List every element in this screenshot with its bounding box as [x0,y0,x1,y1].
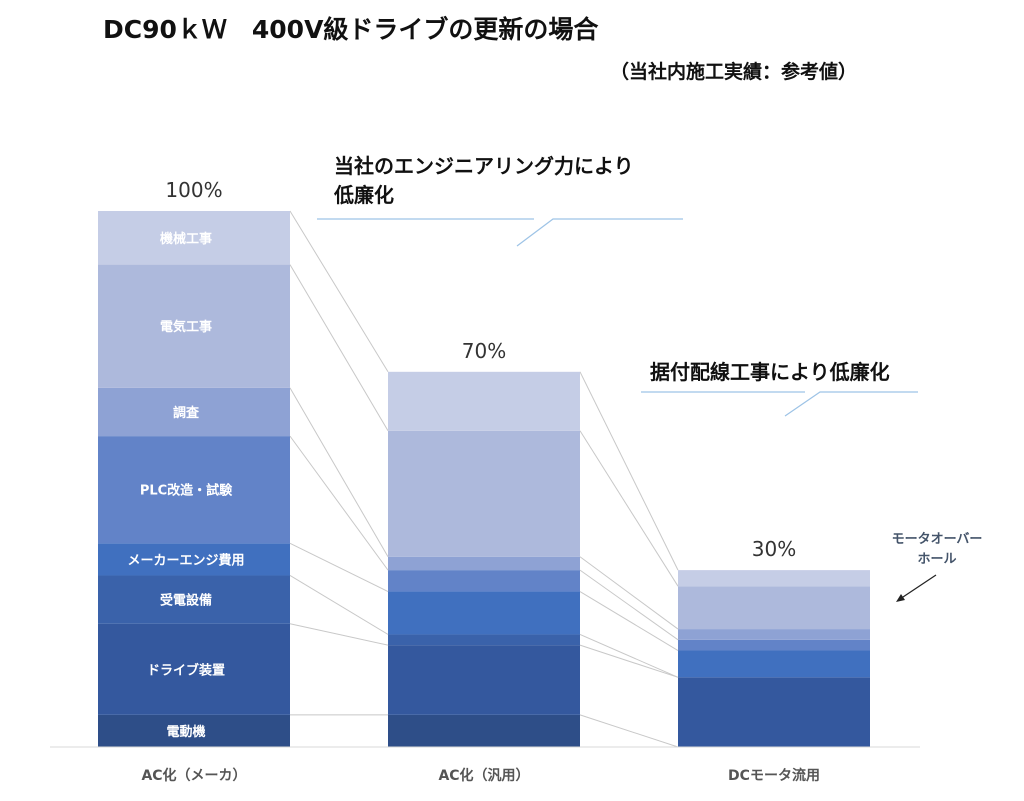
total-labels: 100% 70% 30% [165,178,796,561]
category-label: AC化（汎用） [438,767,529,784]
bar-segment [388,634,580,646]
segment-label: PLC改造・試験 [140,483,233,499]
bar-segment [98,543,290,576]
callout-line [516,218,683,247]
series-connector-line [289,575,389,635]
annotation-engineering: 当社のエンジニアリング力により 低廉化 [317,154,683,247]
series-connector-line [579,714,679,748]
annotation-motor-overhaul: モータオーバー ホール [892,532,983,602]
segment-label: 電気工事 [160,319,212,335]
bar-segment [678,586,870,630]
bar-segment [678,629,870,640]
annotation-text: 当社のエンジニアリング力により [334,154,634,178]
series-connector-line [579,430,679,587]
bar-segment [388,591,580,635]
bar-segment [678,650,870,678]
bar-segment [678,639,870,651]
bar-segment [388,570,580,592]
connector-lines [289,210,679,748]
series-connector-line [579,371,679,571]
category-label: AC化（メーカ） [141,767,246,784]
arrow-head-icon [896,594,905,602]
bar-segment [98,264,290,388]
bar-segment [678,677,870,747]
bar-segment [98,623,290,715]
category-label: DCモータ流用 [728,767,820,784]
callout-line [784,391,918,417]
series-connector-line [289,264,389,432]
chart-subtitle: （当社内施工実績：参考値） [610,60,857,83]
series-connector-line [579,556,679,630]
bar-segment [388,371,580,431]
category-labels: AC化（メーカ） AC化（汎用） DCモータ流用 [141,767,820,784]
annotation-text: 据付配線工事により低廉化 [650,360,890,384]
total-label: 100% [165,178,222,202]
series-connector-line [289,435,389,571]
series-connector-line [289,210,389,373]
series-connector-line [289,623,389,646]
segment-label: 受電設備 [160,593,212,609]
total-label: 70% [462,339,506,363]
series-connector-line [579,569,679,641]
bar-segment [98,387,290,437]
series-connector-line [289,387,389,557]
bar-segment [98,436,290,544]
arrow-line [899,574,937,600]
segment-label: 電動機 [166,724,205,740]
segment-label: メーカーエンジ費用 [127,552,244,568]
series-connector-line [579,633,679,678]
bar-segment [98,211,290,265]
annotation-text: 低廉化 [333,183,394,207]
bar-segment [678,570,870,587]
total-label: 30% [752,537,796,561]
series-connector-line [289,542,389,593]
bar-segment [388,430,580,557]
segment-label: ドライブ装置 [147,662,225,678]
annotation-installation: 据付配線工事により低廉化 [641,360,918,417]
bars [98,211,870,747]
segment-label: 機械工事 [160,231,212,247]
chart-title: DC90ｋＷ 400V級ドライブの更新の場合 [103,15,599,44]
annotation-text: ホール [917,552,956,567]
bar-segment [98,575,290,624]
series-connector-line [579,644,679,678]
bar-segment [388,714,580,747]
annotation-text: モータオーバー [892,532,983,547]
bar-segment [98,714,290,747]
bar-segment [388,645,580,715]
bar-segment [388,556,580,571]
series-connector-line [579,591,679,651]
segment-label: 調査 [173,405,200,421]
